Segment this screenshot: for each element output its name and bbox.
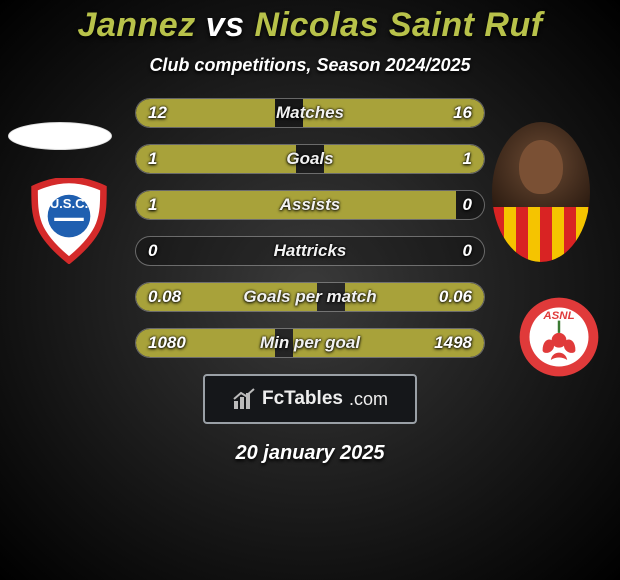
player2-name: Nicolas Saint Ruf [254, 6, 542, 44]
player2-photo [492, 122, 590, 262]
stat-bar-left [136, 99, 275, 127]
competition-subtitle: Club competitions, Season 2024/2025 [0, 55, 620, 76]
stat-bar-left [136, 191, 456, 219]
brand-suffix: .com [349, 389, 388, 410]
svg-text:U.S.C.: U.S.C. [50, 196, 89, 211]
player2-jersey [492, 207, 590, 262]
player1-name: Jannez [77, 6, 195, 44]
chart-icon [232, 387, 256, 411]
player1-photo-placeholder [8, 122, 112, 150]
stat-bar-right [345, 283, 484, 311]
brand-name: FcTables [262, 388, 343, 410]
stat-bar-right [303, 99, 484, 127]
stat-row: Hattricks0 0 [135, 236, 485, 266]
player1-club-badge: U.S.C. [28, 178, 110, 264]
stat-bar-right [293, 329, 484, 357]
stat-value-right: 0 [463, 237, 472, 265]
comparison-date: 20 january 2025 [0, 442, 620, 465]
stat-row: Goals11 [135, 144, 485, 174]
stat-bar-right [324, 145, 484, 173]
stat-bar-left [136, 283, 317, 311]
stat-row: Assists10 [135, 190, 485, 220]
stat-row: Goals per match0.080.06 [135, 282, 485, 312]
player2-head [519, 140, 563, 194]
comparison-title: Jannez vs Nicolas Saint Ruf [0, 0, 620, 45]
svg-text:ASNL: ASNL [542, 310, 574, 322]
stat-value-right: 0 [463, 191, 472, 219]
stat-row: Min per goal10801498 [135, 328, 485, 358]
player2-club-badge: ASNL [518, 296, 600, 378]
stat-bar-left [136, 329, 275, 357]
fctables-brand: FcTables .com [203, 374, 417, 424]
stat-value-left: 0 [148, 237, 157, 265]
stat-label: Hattricks [136, 237, 484, 265]
stat-row: Matches1216 [135, 98, 485, 128]
vs-separator: vs [206, 6, 245, 44]
stat-bar-left [136, 145, 296, 173]
stats-container: Matches1216Goals11Assists10Hattricks00Go… [135, 98, 485, 358]
